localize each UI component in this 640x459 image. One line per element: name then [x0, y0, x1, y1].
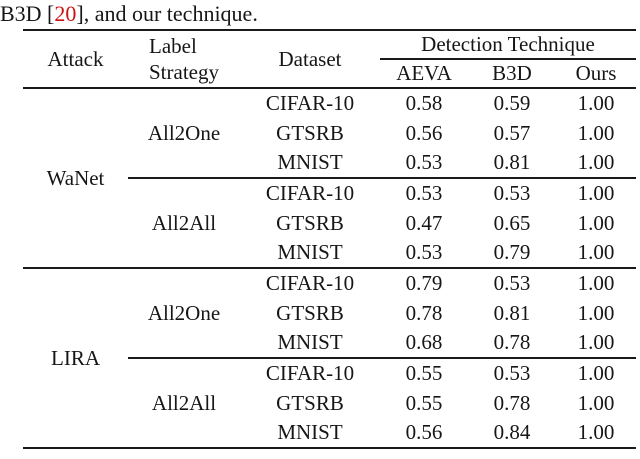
table-row: WaNet All2One CIFAR-10 0.58 0.59 1.00 [23, 88, 636, 269]
ours-value-cell: 1.00 [577, 361, 615, 385]
b3d-value-cell: 0.81 [468, 148, 556, 179]
strategy-group-label: All2All [128, 358, 240, 449]
b3d-value-cell: 0.79 [468, 238, 556, 269]
ours-value-cell: 1.00 [556, 148, 636, 179]
table-row: GTSRB 0.78 0.81 1.00 [23, 298, 636, 328]
header-row-2: AEVA B3D Ours [23, 59, 636, 89]
table-row: GTSRB 0.55 0.78 1.00 [23, 388, 636, 418]
dataset-cell: MNIST [240, 418, 380, 449]
citation-link[interactable]: 20 [54, 1, 77, 26]
dataset-cell: GTSRB [276, 300, 344, 325]
ours-value-cell: 1.00 [556, 238, 636, 269]
b3d-value-cell: 0.78 [493, 390, 531, 415]
aeva-value-cell: 0.55 [405, 361, 443, 385]
b3d-value-cell: 0.53 [493, 271, 531, 295]
aeva-value-cell: 0.79 [405, 271, 443, 295]
dataset-cell: CIFAR-10 [265, 271, 355, 295]
dataset-cell: GTSRB [276, 120, 344, 145]
dataset-cell: GTSRB [276, 210, 344, 235]
aeva-value-cell: 0.47 [405, 210, 443, 235]
table-row: MNIST 0.53 0.79 1.00 [23, 238, 636, 269]
ours-value-cell: 1.00 [556, 418, 636, 449]
dataset-cell: MNIST [240, 238, 380, 269]
label-strategy-line2: Strategy [149, 60, 219, 84]
ours-value-cell: 1.00 [577, 181, 615, 205]
ours-value-cell: 1.00 [577, 120, 615, 145]
ours-value-cell: 1.00 [556, 328, 636, 359]
aeva-value-cell: 0.56 [380, 418, 468, 449]
col-header-label-strategy: Label Strategy [128, 30, 240, 89]
ours-value-cell: 1.00 [577, 91, 615, 115]
dataset-cell: MNIST [240, 328, 380, 359]
col-header-aeva: AEVA [380, 59, 468, 89]
dataset-cell: MNIST [240, 148, 380, 179]
table-row: MNIST 0.56 0.84 1.00 [23, 418, 636, 449]
aeva-value-cell: 0.55 [405, 390, 443, 415]
caption-suffix: ], and our technique. [76, 1, 258, 26]
aeva-value-cell: 0.56 [405, 120, 443, 145]
aeva-value-cell: 0.53 [405, 181, 443, 205]
ours-value-cell: 1.00 [577, 390, 615, 415]
table-row: All2All CIFAR-10 0.55 0.53 1.00 [23, 358, 636, 449]
ours-value-cell: 1.00 [577, 210, 615, 235]
table-row: GTSRB 0.47 0.65 1.00 [23, 208, 636, 238]
col-header-detection-technique: Detection Technique [380, 30, 636, 60]
b3d-value-cell: 0.84 [468, 418, 556, 449]
b3d-value-cell: 0.78 [468, 328, 556, 359]
strategy-group-label: All2One [128, 268, 240, 359]
caption-prefix: B3D [ [0, 1, 55, 26]
table-row: GTSRB 0.56 0.57 1.00 [23, 118, 636, 148]
table-row: LIRA All2One CIFAR-10 0.79 0.53 1.00 [23, 268, 636, 449]
dataset-cell: CIFAR-10 [265, 181, 355, 205]
strategy-group-label: All2One [128, 88, 240, 179]
col-header-b3d: B3D [468, 59, 556, 89]
col-header-attack: Attack [23, 30, 128, 89]
dataset-cell: CIFAR-10 [265, 361, 355, 385]
table-row: MNIST 0.53 0.81 1.00 [23, 148, 636, 179]
strategy-group-label: All2All [128, 178, 240, 269]
b3d-value-cell: 0.65 [493, 210, 531, 235]
aeva-value-cell: 0.58 [405, 91, 443, 115]
dataset-cell: GTSRB [276, 390, 344, 415]
attack-group-label: LIRA [23, 268, 128, 449]
ours-value-cell: 1.00 [577, 300, 615, 325]
ours-value-cell: 1.00 [577, 271, 615, 295]
aeva-value-cell: 0.78 [405, 300, 443, 325]
b3d-value-cell: 0.59 [493, 91, 531, 115]
dataset-cell: CIFAR-10 [265, 91, 355, 115]
aeva-value-cell: 0.68 [380, 328, 468, 359]
attack-group-label: WaNet [23, 88, 128, 269]
b3d-value-cell: 0.53 [493, 361, 531, 385]
col-header-dataset: Dataset [240, 30, 380, 89]
header-row-1: Attack Label Strategy Dataset Detection T… [23, 30, 636, 89]
b3d-value-cell: 0.53 [493, 181, 531, 205]
col-header-ours: Ours [556, 59, 636, 89]
aeva-value-cell: 0.53 [380, 238, 468, 269]
aeva-value-cell: 0.53 [380, 148, 468, 179]
table-row: All2All CIFAR-10 0.53 0.53 1.00 [23, 178, 636, 269]
b3d-value-cell: 0.81 [493, 300, 531, 325]
results-table: Attack Label Strategy Dataset Detection T… [23, 29, 636, 449]
table-row: MNIST 0.68 0.78 1.00 [23, 328, 636, 359]
b3d-value-cell: 0.57 [493, 120, 531, 145]
label-strategy-line1: Label [149, 34, 197, 58]
caption: B3D [20], and our technique. [0, 0, 258, 27]
